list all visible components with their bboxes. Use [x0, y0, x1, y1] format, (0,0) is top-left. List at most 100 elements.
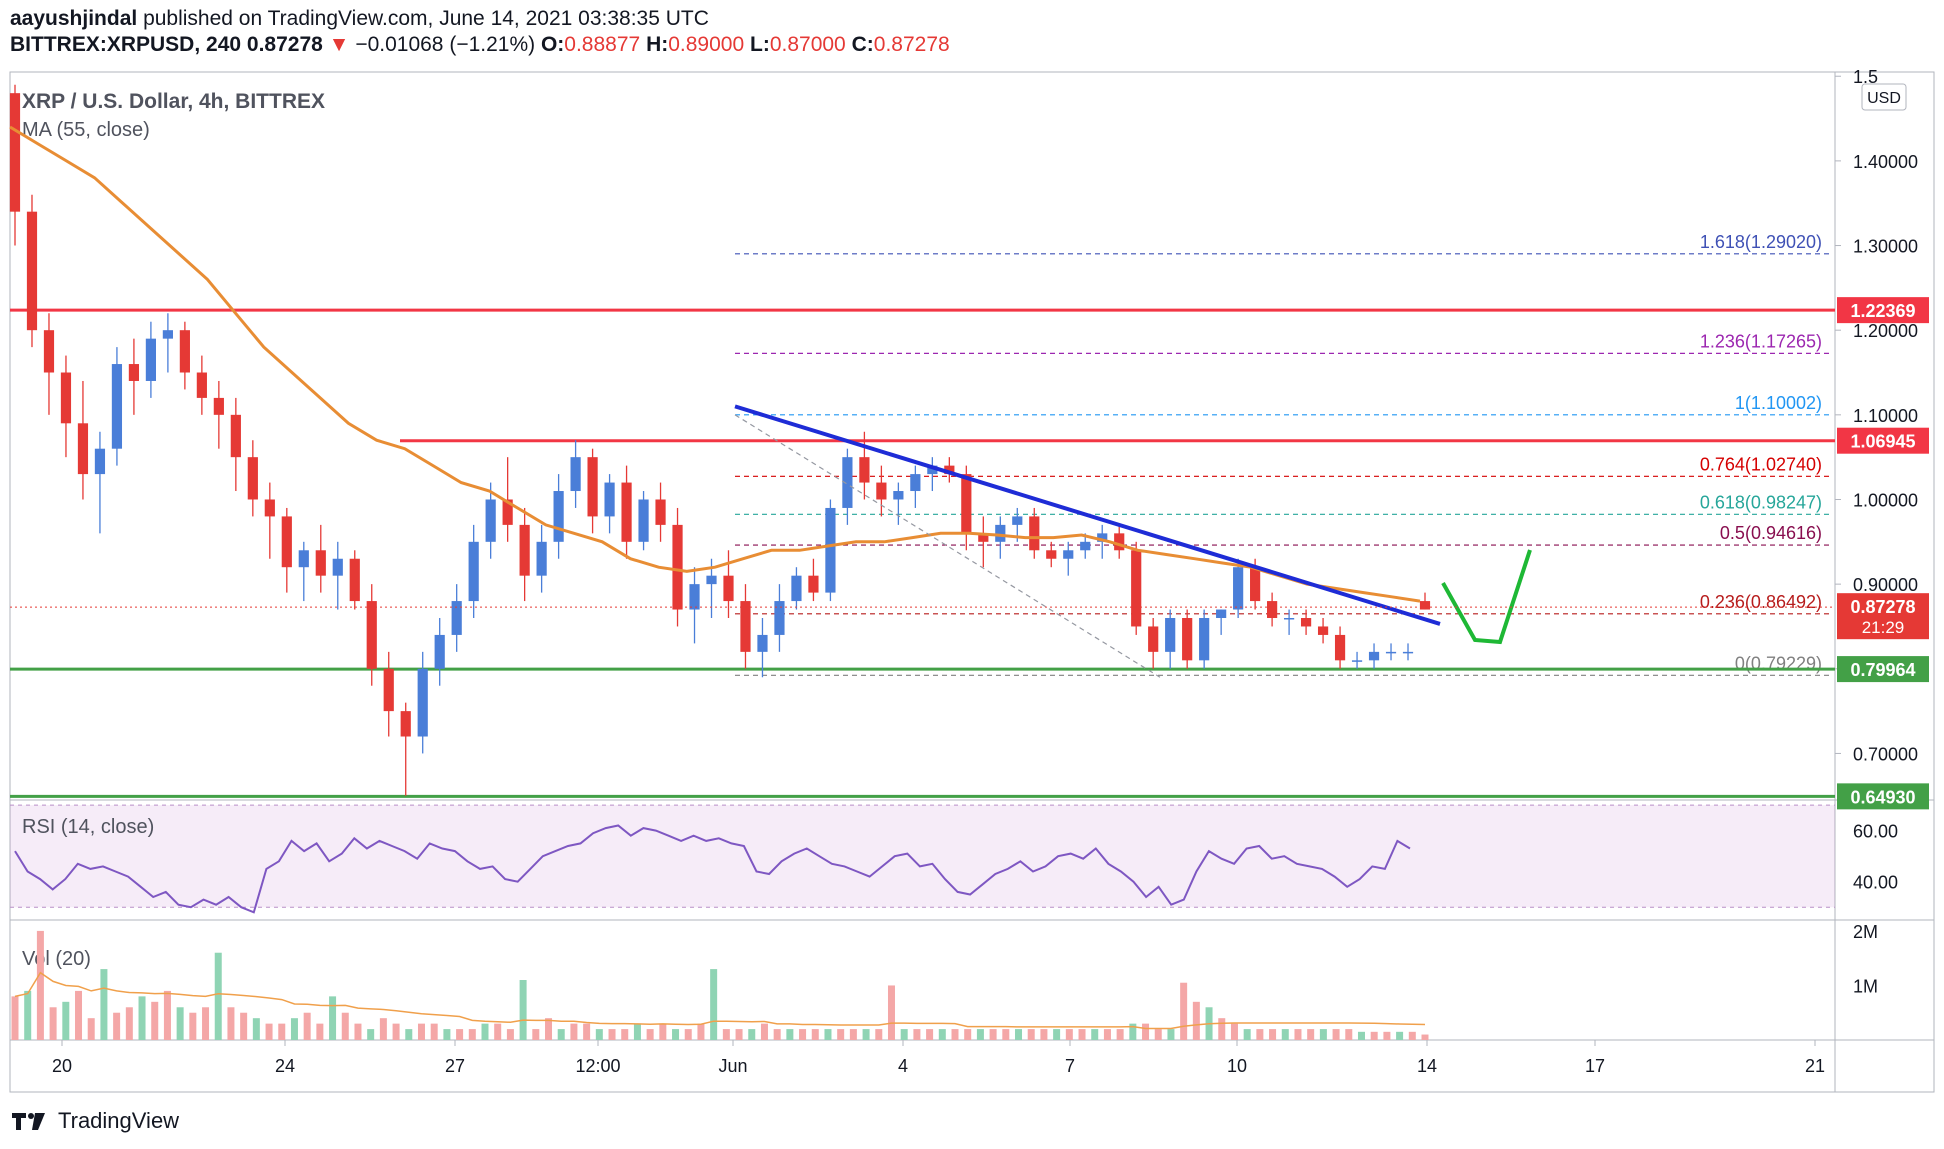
candle-down — [196, 372, 207, 398]
volume-bar — [456, 1029, 464, 1040]
rsi-line — [14, 824, 1411, 914]
volume-bar — [900, 1029, 908, 1040]
fib-level-label: 1.618(1.29020) — [1700, 232, 1822, 252]
volume-bar — [1091, 1029, 1099, 1040]
candle-up — [298, 550, 309, 568]
candle-up — [468, 541, 479, 602]
price-tick-label: 1.00000 — [1853, 490, 1918, 510]
rsi-label: RSI (14, close) — [22, 816, 154, 838]
volume-bar — [1180, 982, 1188, 1040]
candle-down — [1148, 626, 1159, 652]
volume-bar — [583, 1023, 591, 1040]
volume-bar — [1065, 1029, 1073, 1040]
candle-down — [281, 516, 292, 568]
volume-bar — [62, 1001, 70, 1040]
volume-label: Vol (20) — [22, 948, 91, 970]
time-tick-label: 12:00 — [575, 1056, 620, 1076]
time-tick-label: 21 — [1805, 1056, 1825, 1076]
volume-bar — [519, 980, 527, 1040]
volume-bar — [1015, 1029, 1023, 1040]
volume-bar — [214, 952, 222, 1040]
candle-down — [264, 499, 275, 517]
candle-up — [1165, 618, 1176, 652]
resistance-price-label: 1.06945 — [1850, 432, 1915, 452]
candle-down — [876, 482, 887, 500]
volume-bar — [849, 1029, 857, 1040]
candle-up — [145, 338, 156, 381]
volume-bar — [113, 1012, 121, 1040]
open-value: 0.88877 — [564, 33, 641, 56]
time-tick-label: 10 — [1227, 1056, 1247, 1076]
volume-bar — [646, 1029, 654, 1040]
candle-up — [1284, 618, 1295, 620]
candle-up — [706, 575, 717, 585]
volume-bar — [735, 1029, 743, 1040]
candle-down — [1250, 567, 1261, 602]
time-tick-label: 4 — [898, 1056, 908, 1076]
volume-bar — [341, 1012, 349, 1040]
footer-brand[interactable]: TradingView — [58, 1108, 180, 1133]
volume-bar — [621, 1029, 629, 1040]
volume-bar — [1002, 1029, 1010, 1040]
candle-up — [927, 465, 938, 475]
volume-bar — [1116, 1029, 1124, 1040]
fib-level-label: 1.236(1.17265) — [1700, 331, 1822, 351]
price-tick-label: 1.5 — [1853, 67, 1878, 87]
candle-up — [1402, 651, 1414, 654]
candle-down — [213, 397, 224, 415]
time-tick-label: 24 — [275, 1056, 295, 1076]
candle-down — [247, 457, 258, 500]
publisher-name[interactable]: aayushjindal — [10, 7, 138, 30]
price-tick-label: 1.20000 — [1853, 321, 1918, 341]
volume-bar — [722, 1029, 730, 1040]
high-value: 0.89000 — [668, 33, 745, 56]
volume-bar — [202, 1007, 210, 1040]
volume-bar — [240, 1012, 248, 1040]
volume-bar — [1345, 1029, 1353, 1040]
volume-bar — [1154, 1029, 1162, 1040]
candle-down — [1046, 550, 1057, 559]
volume-bar — [773, 1029, 781, 1040]
ma-indicator-label: MA (55, close) — [22, 119, 150, 141]
volume-bar — [1142, 1023, 1150, 1040]
volume-bar — [316, 1023, 324, 1040]
countdown-label: 21:29 — [1862, 618, 1905, 637]
footer: TradingView — [10, 1104, 179, 1138]
candle-down — [315, 550, 326, 576]
candle-down — [26, 211, 38, 331]
candle-down — [1419, 601, 1431, 610]
volume-bar — [417, 1023, 425, 1040]
candle-up — [570, 457, 581, 492]
open-label: O: — [540, 33, 565, 56]
volume-bar — [329, 996, 337, 1040]
support-price-label: 0.64930 — [1850, 787, 1915, 807]
resistance-price-label: 1.22369 — [1850, 301, 1915, 321]
candle-up — [1097, 533, 1108, 542]
volume-bar — [379, 1018, 387, 1040]
currency-button[interactable]: USD — [1861, 83, 1907, 111]
candle-down — [77, 423, 89, 475]
chart-title: XRP / U.S. Dollar, 4h, BITTREX — [22, 90, 325, 113]
price-tick-label: 0.90000 — [1853, 575, 1918, 595]
volume-bar — [964, 1029, 972, 1040]
resistance-price-tag — [1837, 427, 1929, 454]
volume-bar — [36, 930, 44, 1040]
volume-bar — [1319, 1029, 1327, 1040]
volume-bar — [303, 1012, 311, 1040]
projection-arrow — [1441, 549, 1532, 645]
candle-up — [842, 457, 853, 508]
support-price-label: 0.79964 — [1850, 660, 1915, 680]
volume-bar — [354, 1023, 362, 1040]
volume-bar — [75, 990, 83, 1040]
candle-up — [1216, 609, 1227, 618]
time-tick-label: 14 — [1417, 1056, 1437, 1076]
candle-up — [417, 668, 428, 737]
price-tick-label: 0.70000 — [1853, 744, 1918, 764]
volume-bar — [595, 1029, 603, 1040]
price-change: −0.01068 (−1.21%) — [355, 33, 536, 56]
volume-bar — [659, 1023, 667, 1040]
fib-level-label: 0.236(0.86492) — [1700, 592, 1822, 612]
fib-level-label: 1(1.10002) — [1735, 393, 1822, 413]
volume-bar — [1421, 1034, 1429, 1040]
